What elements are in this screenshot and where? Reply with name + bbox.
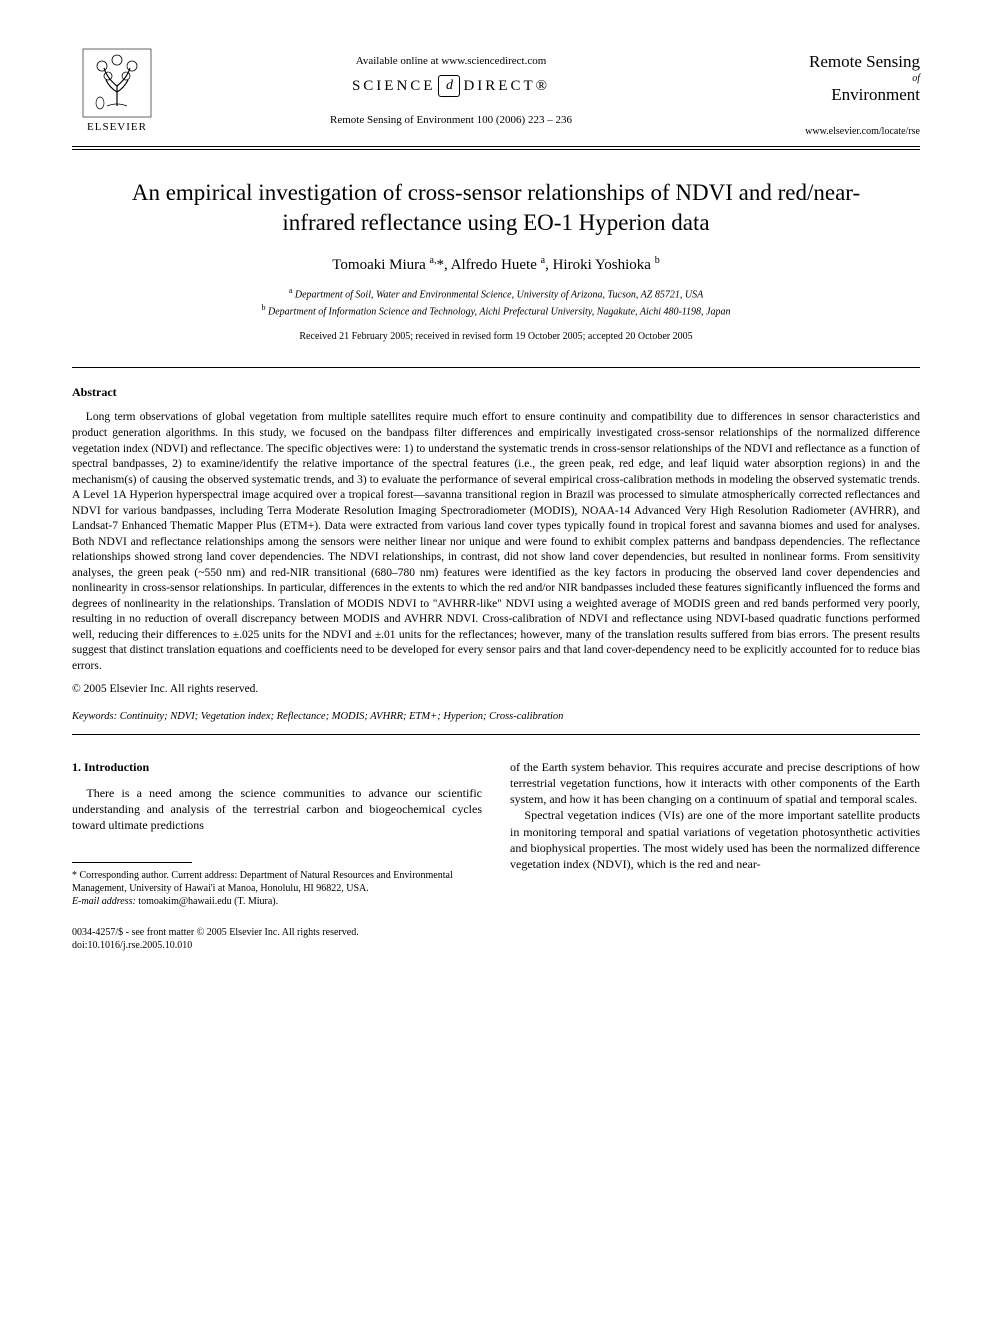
column-left: 1. Introduction There is a need among th… bbox=[72, 759, 482, 908]
journal-reference: Remote Sensing of Environment 100 (2006)… bbox=[162, 113, 740, 128]
affiliations: a Department of Soil, Water and Environm… bbox=[72, 285, 920, 320]
journal-title-of: of bbox=[740, 73, 920, 85]
intro-heading: 1. Introduction bbox=[72, 759, 482, 775]
intro-col2-p2: Spectral vegetation indices (VIs) are on… bbox=[510, 807, 920, 872]
keywords: Keywords: Continuity; NDVI; Vegetation i… bbox=[72, 710, 920, 724]
sd-right: DIRECT® bbox=[463, 76, 550, 96]
column-right: of the Earth system behavior. This requi… bbox=[510, 759, 920, 908]
journal-title-block: Remote Sensing of Environment www.elsevi… bbox=[740, 48, 920, 138]
journal-title-line1: Remote Sensing bbox=[809, 52, 920, 71]
article-dates: Received 21 February 2005; received in r… bbox=[72, 330, 920, 344]
science-direct-logo: SCIENCE d DIRECT® bbox=[352, 75, 550, 97]
journal-url: www.elsevier.com/locate/rse bbox=[740, 125, 920, 139]
abstract-copyright: © 2005 Elsevier Inc. All rights reserved… bbox=[72, 682, 920, 698]
sd-left: SCIENCE bbox=[352, 76, 436, 96]
journal-title: Remote Sensing of Environment bbox=[740, 52, 920, 105]
rule-abstract-top bbox=[72, 367, 920, 368]
elsevier-tree-logo bbox=[82, 48, 152, 118]
email-label: E-mail address: bbox=[72, 896, 136, 907]
publisher-block: ELSEVIER bbox=[72, 48, 162, 135]
footer-line1: 0034-4257/$ - see front matter © 2005 El… bbox=[72, 926, 920, 939]
rule-thin bbox=[72, 149, 920, 150]
publisher-name: ELSEVIER bbox=[87, 120, 147, 135]
rule-keywords-bottom bbox=[72, 734, 920, 735]
footnote-block: * Corresponding author. Current address:… bbox=[72, 869, 482, 908]
authors: Tomoaki Miura a,*, Alfredo Huete a, Hiro… bbox=[72, 254, 920, 275]
footer: 0034-4257/$ - see front matter © 2005 El… bbox=[72, 926, 920, 952]
abstract-heading: Abstract bbox=[72, 384, 920, 400]
intro-col1-p1: There is a need among the science commun… bbox=[72, 785, 482, 834]
corresponding-author: * Corresponding author. Current address:… bbox=[72, 869, 482, 895]
footnote-separator bbox=[72, 862, 192, 863]
journal-title-line2: Environment bbox=[831, 85, 920, 104]
abstract-text: Long term observations of global vegetat… bbox=[72, 410, 920, 674]
intro-col2-p1: of the Earth system behavior. This requi… bbox=[510, 759, 920, 808]
keywords-label: Keywords: bbox=[72, 711, 117, 722]
header-row: ELSEVIER Available online at www.science… bbox=[72, 48, 920, 138]
center-header: Available online at www.sciencedirect.co… bbox=[162, 48, 740, 128]
keywords-list: Continuity; NDVI; Vegetation index; Refl… bbox=[120, 711, 564, 722]
affiliation-b: Department of Information Science and Te… bbox=[268, 307, 731, 318]
rule-top bbox=[72, 146, 920, 147]
sd-d-icon: d bbox=[438, 75, 460, 97]
available-online-text: Available online at www.sciencedirect.co… bbox=[162, 54, 740, 69]
email-address: tomoakim@hawaii.edu (T. Miura). bbox=[138, 896, 278, 907]
body-columns: 1. Introduction There is a need among th… bbox=[72, 759, 920, 908]
article-title: An empirical investigation of cross-sens… bbox=[112, 178, 880, 238]
footer-line2: doi:10.1016/j.rse.2005.10.010 bbox=[72, 939, 920, 952]
abstract-body: Long term observations of global vegetat… bbox=[72, 410, 920, 674]
affiliation-a: Department of Soil, Water and Environmen… bbox=[295, 289, 703, 300]
